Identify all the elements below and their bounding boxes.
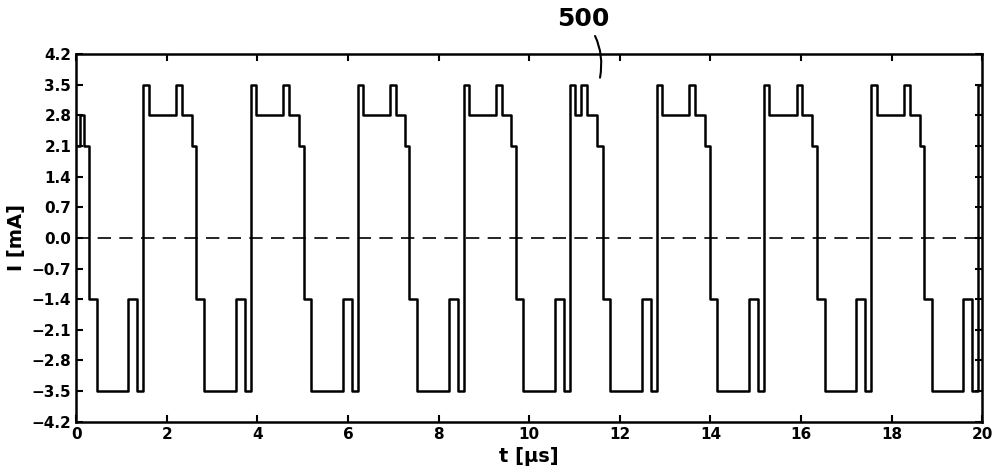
- Y-axis label: I [mA]: I [mA]: [7, 204, 26, 272]
- Text: 500: 500: [557, 7, 610, 78]
- X-axis label: t [μs]: t [μs]: [499, 447, 559, 466]
